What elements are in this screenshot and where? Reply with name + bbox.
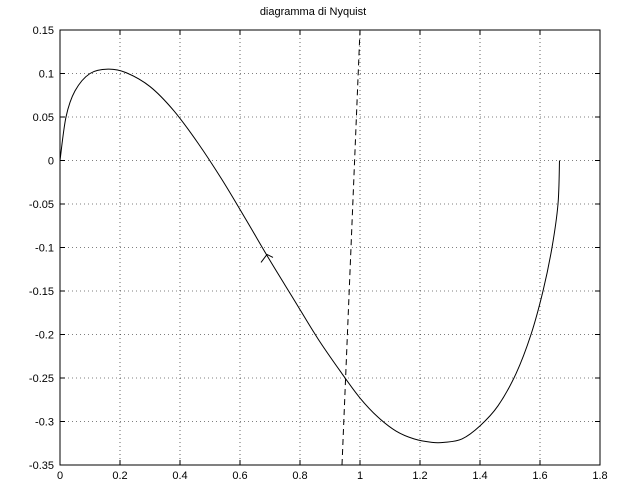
dashed-line-series bbox=[341, 29, 361, 466]
grid bbox=[60, 30, 600, 465]
x-tick-label: 0 bbox=[57, 470, 63, 482]
y-tick-label: -0.25 bbox=[29, 373, 54, 385]
x-tick-label: 1.6 bbox=[532, 470, 547, 482]
y-tick-label: 0.05 bbox=[33, 112, 54, 124]
chart-title: diagramma di Nyquist bbox=[260, 6, 366, 18]
nyquist-curve bbox=[59, 68, 560, 444]
y-tick-label: -0.1 bbox=[35, 243, 54, 255]
tick-labels: 0 0.2 0.4 0.6 0.8 1 1.2 1.4 1.6 1.80.150.10.050-0… bbox=[29, 25, 608, 482]
y-tick-label: -0.3 bbox=[35, 417, 54, 429]
x-tick-label: 0.4 bbox=[172, 470, 187, 482]
x-tick-label: 0.6 bbox=[232, 470, 247, 482]
y-tick-label: -0.15 bbox=[29, 286, 54, 298]
x-tick-label: 1.8 bbox=[592, 470, 607, 482]
y-tick-label: -0.05 bbox=[29, 199, 54, 211]
y-tick-label: 0 bbox=[48, 156, 54, 168]
x-tick-label: 1.4 bbox=[472, 470, 487, 482]
x-tick-label: 1 bbox=[357, 470, 363, 482]
plot-frame bbox=[59, 29, 601, 466]
y-tick-label: 0.15 bbox=[33, 25, 54, 37]
y-tick-label: -0.2 bbox=[35, 330, 54, 342]
x-tick-label: 1.2 bbox=[412, 470, 427, 482]
y-tick-label: 0.1 bbox=[39, 69, 54, 81]
y-tick-label: -0.35 bbox=[29, 460, 54, 472]
direction-arrow bbox=[260, 253, 274, 263]
x-tick-label: 0.2 bbox=[112, 470, 127, 482]
series-layer bbox=[59, 29, 560, 466]
x-tick-label: 0.8 bbox=[292, 470, 307, 482]
